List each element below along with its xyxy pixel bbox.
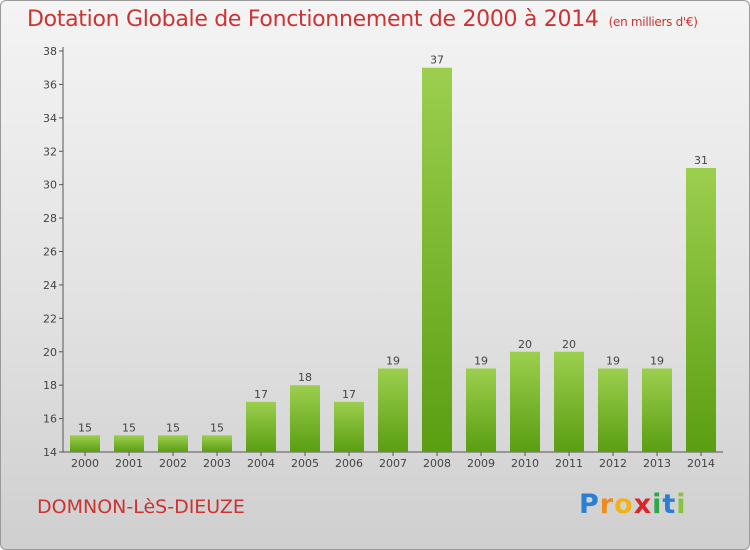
data-label: 20: [562, 338, 576, 351]
data-label: 15: [78, 421, 92, 434]
bar: [114, 435, 144, 452]
bar: [158, 435, 188, 452]
y-tick-label: 22: [43, 312, 57, 325]
x-axis: 2000 2001 2002 2003 2004 2005 2006 2007 2008 2009…: [63, 451, 723, 470]
y-tick-label: 26: [43, 246, 57, 259]
x-tick-label: 2005: [291, 457, 319, 470]
bar: [202, 435, 232, 452]
y-tick-label: 30: [43, 179, 57, 192]
bar: [686, 167, 716, 453]
data-label: 19: [606, 354, 620, 367]
bar: [70, 435, 100, 452]
y-axis: 14 16 18 20 22 24 26 28 30 32 34 36 38: [43, 45, 64, 459]
data-label: 15: [122, 421, 136, 434]
logo-letter: t: [662, 489, 677, 520]
x-tick-label: 2010: [511, 457, 539, 470]
data-label: 18: [298, 371, 312, 384]
y-tick-label: 20: [43, 346, 57, 359]
bar: [598, 368, 628, 452]
x-tick-label: 2000: [71, 457, 99, 470]
x-tick-label: 2012: [599, 457, 627, 470]
data-label: 15: [210, 421, 224, 434]
chart-title-text: Dotation Globale de Fonctionnement de 20…: [27, 7, 599, 32]
bar: [510, 351, 540, 452]
x-tick-label: 2013: [643, 457, 671, 470]
x-tick-label: 2006: [335, 457, 363, 470]
x-tick-label: 2014: [687, 457, 715, 470]
logo-letter: P: [579, 489, 600, 520]
commune-name: DOMNON-LèS-DIEUZE: [37, 496, 245, 518]
data-label: 19: [386, 354, 400, 367]
y-tick-label: 28: [43, 212, 57, 225]
y-tick-label: 38: [43, 45, 57, 58]
chart-title: Dotation Globale de Fonctionnement de 20…: [27, 7, 698, 32]
y-tick-label: 34: [43, 112, 57, 125]
chart-unit: (en milliers d'€): [608, 15, 698, 29]
logo-letter: o: [614, 489, 634, 520]
data-label: 19: [474, 354, 488, 367]
x-tick-label: 2009: [467, 457, 495, 470]
x-tick-label: 2008: [423, 457, 451, 470]
x-tick-label: 2004: [247, 457, 275, 470]
bar: [642, 368, 672, 452]
data-label: 17: [254, 388, 268, 401]
bar: [378, 368, 408, 452]
proxiti-logo: Proxiti: [579, 489, 687, 520]
y-tick-label: 14: [43, 446, 57, 459]
y-tick-label: 18: [43, 379, 57, 392]
bar: [554, 351, 584, 452]
x-tick-label: 2011: [555, 457, 583, 470]
x-tick-label: 2001: [115, 457, 143, 470]
bar: [290, 385, 320, 452]
bar: [422, 67, 452, 452]
data-label: 31: [694, 154, 708, 167]
bar: [246, 401, 276, 452]
y-tick-label: 16: [43, 413, 57, 426]
x-tick-label: 2003: [203, 457, 231, 470]
data-label: 19: [650, 354, 664, 367]
x-tick-label: 2002: [159, 457, 187, 470]
bar: [466, 368, 496, 452]
logo-letter: x: [633, 489, 653, 520]
data-label: 15: [166, 421, 180, 434]
y-tick-label: 36: [43, 78, 57, 91]
logo-letter: r: [599, 489, 615, 520]
data-label: 17: [342, 388, 356, 401]
y-tick-label: 24: [43, 279, 57, 292]
data-label: 20: [518, 338, 532, 351]
logo-letter: i: [652, 489, 663, 520]
bars: 15 15 15 15 17 18 17 19 37 19 20 20 19 19 31: [70, 54, 716, 453]
y-tick-label: 32: [43, 145, 57, 158]
logo-letter: i: [676, 489, 687, 520]
data-label: 37: [430, 54, 444, 67]
x-tick-label: 2007: [379, 457, 407, 470]
bar: [334, 401, 364, 452]
